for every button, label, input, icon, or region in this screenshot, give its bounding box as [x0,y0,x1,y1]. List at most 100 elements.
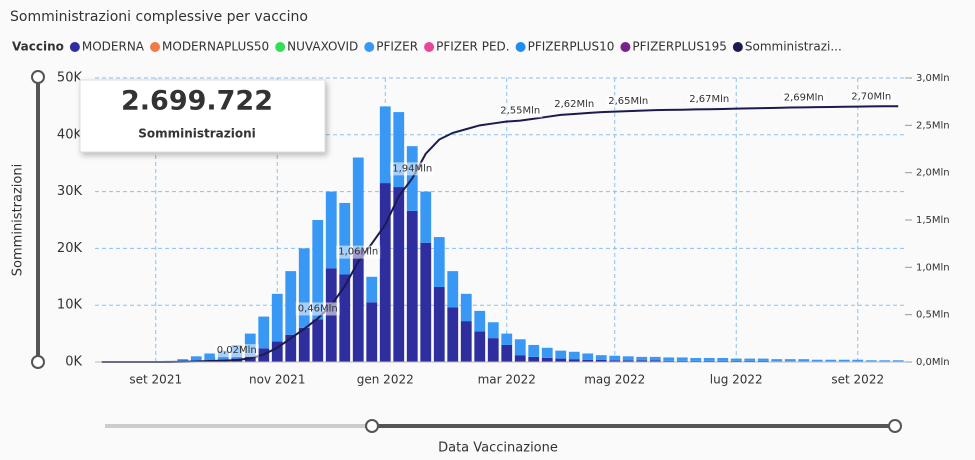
bar [555,351,566,359]
bar [596,355,607,360]
card-label: Somministrazioni [138,127,256,141]
bar [501,345,512,362]
range-slider-handle[interactable] [32,71,44,83]
legend-label: PFIZERPLUS10 [528,40,615,54]
bar [528,357,539,362]
legend-marker [150,42,160,52]
legend-marker [275,42,285,52]
bar [474,331,485,362]
bar [461,321,472,362]
bar [501,334,512,345]
y2-tick-label: 3,0Mln [916,73,950,84]
bar [515,355,526,362]
bar [798,359,809,361]
y-tick-label: 30K [57,184,83,199]
legend-marker [733,42,743,52]
bar [839,360,850,362]
bar [785,359,796,361]
bar [447,271,458,307]
legend-label: NUVAXOVID [287,40,358,54]
range-slider-handle[interactable] [889,420,901,432]
legend-label: PFIZER [376,40,418,54]
bar [312,319,323,362]
bar [663,357,674,360]
legend-title: Vaccino [12,40,64,54]
legend-label: PFIZER PED. [436,40,510,54]
bar [420,192,431,243]
bar [434,287,445,362]
bar [555,359,566,362]
bar [434,237,445,287]
y-tick-label: 20K [57,241,83,256]
data-label: 2,70Mln [851,91,891,102]
bar [569,352,580,359]
y2-tick-label: 2,0Mln [916,168,950,179]
data-label: 2,62Mln [554,99,594,110]
chart-title: Somministrazioni complessive per vaccino [10,9,308,25]
y-axis-title: Somministrazioni [11,164,26,276]
data-label: 2,55Mln [500,106,540,117]
bar [542,348,553,358]
bar [366,302,377,362]
bar [488,338,499,362]
bar [812,360,823,362]
card-value: 2.699.722 [121,86,273,117]
y-tick-label: 50K [57,71,83,86]
bar [852,360,863,362]
bar [528,345,539,357]
background [0,0,975,460]
bar [420,243,431,362]
y-tick-label: 10K [57,298,83,313]
data-label: 2,67Mln [689,94,729,105]
y-tick-label: 0K [65,355,82,370]
y2-tick-label: 0,0Mln [916,357,950,368]
x-tick-label: gen 2022 [357,373,414,387]
legend-label: MODERNA [82,40,145,54]
bar [771,359,782,361]
bar [380,183,391,362]
bar [474,311,485,331]
bar [191,356,202,361]
bar [515,339,526,355]
data-label: 0,46Mln [298,303,338,314]
bar [339,203,350,275]
bar [204,353,215,360]
bar [258,317,269,349]
bar [744,359,755,361]
y2-tick-label: 1,0Mln [916,262,950,273]
bar [366,277,377,303]
bar [731,359,742,361]
y2-tick-label: 1,5Mln [916,215,950,226]
bar [879,360,890,361]
legend-marker [364,42,374,52]
legend-label: MODERNAPLUS50 [162,40,269,54]
x-tick-label: set 2022 [831,373,884,387]
bar [488,322,499,338]
bar [582,353,593,359]
bar [447,307,458,362]
x-tick-label: set 2021 [129,373,182,387]
bar [380,106,391,183]
range-slider-handle[interactable] [32,356,44,368]
y-tick-label: 40K [57,127,83,142]
bar [353,250,364,362]
bar [326,192,337,269]
legend-marker [516,42,526,52]
y2-tick-label: 0,5Mln [916,310,950,321]
bar [636,357,647,360]
x-tick-label: mar 2022 [478,373,536,387]
bar [299,248,310,328]
bar [650,357,661,360]
data-label: 1,06Mln [338,247,378,258]
range-slider-handle[interactable] [366,420,378,432]
bar [609,356,620,361]
bar [717,358,728,361]
x-tick-label: lug 2022 [710,373,763,387]
legend-label: PFIZERPLUS195 [632,40,726,54]
data-label: 1,94Mln [392,163,432,174]
x-axis-title: Data Vaccinazione [438,441,558,456]
x-tick-label: nov 2021 [249,373,305,387]
legend-marker [620,42,630,52]
kpi-card: 2.699.722 Somministrazioni [80,80,325,152]
bar [461,294,472,321]
